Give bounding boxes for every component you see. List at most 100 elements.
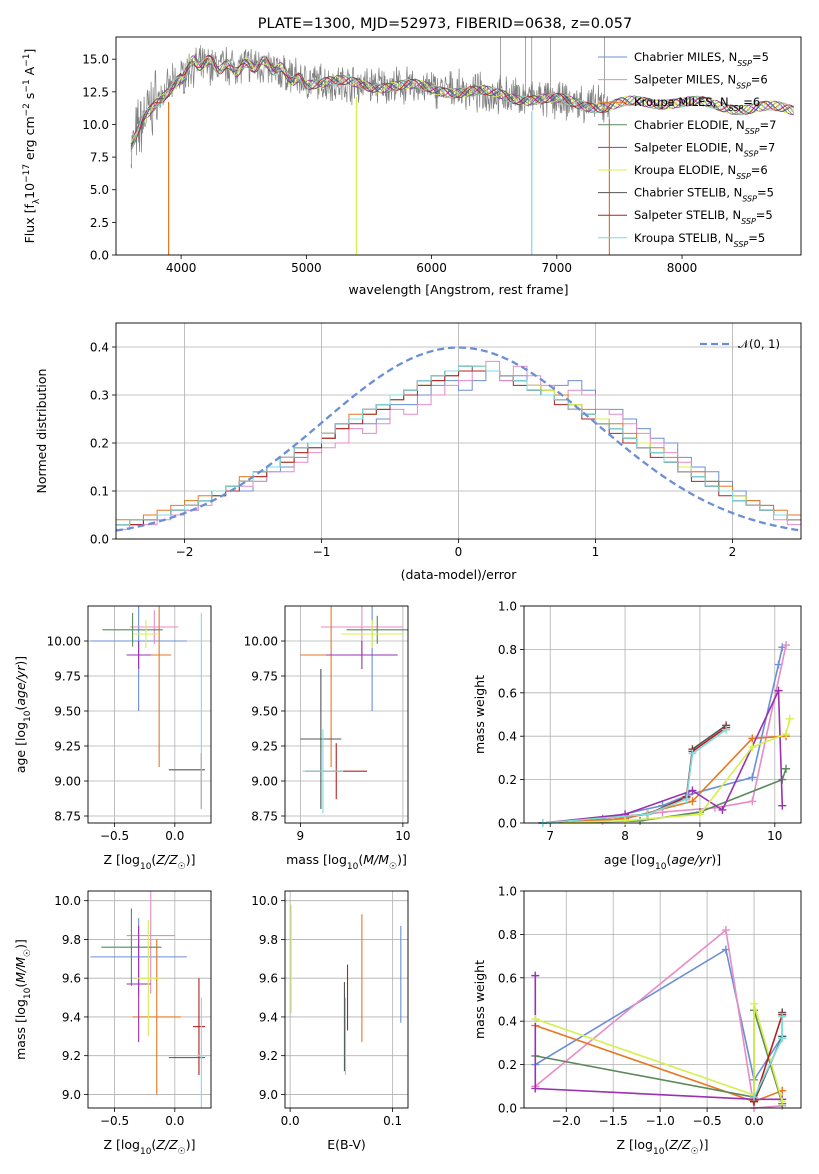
normal-reference-curve [115, 346, 802, 532]
y-tick-label: 0.0 [498, 1102, 517, 1116]
x-tick-label: −1.0 [646, 1114, 675, 1128]
x-tick-label: −1 [313, 545, 331, 559]
x-axis-label: mass [log10(M/M☉)] [286, 852, 407, 872]
legend-label: Salpeter ELODIE, NSSP=7 [634, 140, 775, 158]
data-point-marker [688, 797, 697, 806]
series-line [535, 1003, 783, 1102]
data-point-marker [785, 714, 794, 723]
x-tick-label: 0 [455, 545, 463, 559]
data-point-marker [774, 686, 783, 695]
x-axis-label: Z [log10(Z/Z☉)] [617, 1137, 709, 1157]
spectrum-panel: 4000 5000 6000 7000 8000 0.0 2.5 5.0 7.5 10.0 12.5… [22, 36, 802, 297]
data-point-marker [750, 1093, 759, 1102]
x-tick-label: 0.0 [165, 1114, 184, 1128]
x-tick-label: 4000 [166, 261, 197, 275]
legend-label: Chabrier MILES, NSSP=5 [634, 50, 769, 68]
x-tick-label: 9 [297, 829, 305, 843]
data-point-marker [688, 749, 697, 758]
x-tick-label: 0.1 [383, 1114, 402, 1128]
x-tick-label: 2 [729, 545, 737, 559]
axes-frame [523, 890, 802, 1109]
data-point-marker [778, 1097, 787, 1106]
x-tick-label: −0.5 [100, 1114, 129, 1128]
y-tick-label: 10.0 [54, 894, 81, 908]
y-tick-label: 9.0 [62, 1088, 81, 1102]
legend-label: Kroupa MILES, NSSP=6 [634, 95, 760, 113]
axes-frame [115, 36, 802, 256]
y-tick-label: 10.0 [82, 118, 109, 132]
series-line [534, 928, 783, 1109]
x-tick-label: 7000 [542, 261, 573, 275]
data-point-marker [778, 801, 787, 810]
y-tick-label: 9.50 [54, 705, 81, 719]
x-tick-label: 0.0 [165, 829, 184, 843]
data-point-marker [688, 786, 697, 795]
y-tick-label: 0.8 [498, 928, 517, 942]
model-spectrum-line [130, 55, 795, 153]
residuals-panel: −2 −1 0 1 2 0.0 0.1 0.2 0.3 0.4 𝒩(0, 1) (data-model… [34, 322, 802, 582]
x-tick-label: 6000 [416, 261, 447, 275]
y-tick-label: 12.5 [82, 85, 109, 99]
y-tick-label: 9.4 [62, 1010, 81, 1024]
series-line [542, 647, 784, 824]
y-tick-label: 9.75 [54, 670, 81, 684]
y-tick-label: 0.3 [90, 389, 109, 403]
y-tick-label: 10.00 [47, 635, 81, 649]
x-axis-label: age [log10(age/yr)] [604, 852, 721, 872]
series-line [542, 690, 784, 824]
data-point-marker [748, 797, 757, 806]
y-tick-label: 9.25 [54, 740, 81, 754]
axes-frame [87, 890, 212, 1109]
axes-frame [87, 605, 212, 824]
data-point-marker [750, 999, 759, 1008]
y-tick-label: 9.00 [251, 775, 278, 789]
figure-title: PLATE=1300, MJD=52973, FIBERID=0638, z=0… [258, 16, 632, 32]
y-tick-label: 0.1 [90, 485, 109, 499]
x-tick-label: −0.5 [100, 829, 129, 843]
data-point-marker [722, 725, 731, 734]
x-tick-label: −1.5 [599, 1114, 628, 1128]
y-axis-label: Flux [fλ10−17 erg cm−2 s−1 A−1] [22, 49, 42, 244]
data-point-marker [782, 764, 791, 773]
x-tick-label: 0.0 [281, 1114, 300, 1128]
age-vs-mass-panel: 9 10 8.75 9.00 9.25 9.50 9.75 10.00 mass [log10(… [244, 605, 411, 872]
y-tick-label: 0.4 [498, 730, 517, 744]
y-tick-label: 9.2 [259, 1049, 278, 1063]
y-tick-label: 0.0 [498, 817, 517, 831]
data-point-marker [531, 1015, 540, 1024]
legend-label: Salpeter MILES, NSSP=6 [634, 73, 768, 91]
y-tick-label: 0.0 [90, 533, 109, 547]
x-axis-label: (data-model)/error [401, 567, 518, 582]
y-tick-label: 9.25 [251, 740, 278, 754]
data-point-marker [718, 805, 727, 814]
y-tick-label: 0.8 [498, 643, 517, 657]
y-tick-label: 0.6 [498, 971, 517, 985]
observed-spectrum [130, 45, 610, 169]
y-tick-label: 7.5 [90, 151, 109, 165]
y-tick-label: 9.6 [259, 972, 278, 986]
x-tick-label: −2 [176, 545, 194, 559]
x-tick-label: 1 [592, 545, 600, 559]
data-point-marker [643, 810, 652, 819]
x-tick-label: −2.0 [552, 1114, 581, 1128]
mass-weight-vs-metallicity-panel: −2.0 −1.5 −1.0 −0.5 0.0 0.0 0.2 0.4 0.6 0.8 1.0 Z [… [472, 885, 802, 1157]
axes-frame [284, 890, 409, 1109]
histogram-step [116, 370, 801, 526]
series-line [534, 975, 783, 1101]
y-tick-label: 0.2 [498, 1058, 517, 1072]
axes-frame [523, 605, 802, 824]
axes-frame [115, 322, 802, 540]
x-tick-label: 0.0 [745, 1114, 764, 1128]
y-tick-label: 9.0 [259, 1088, 278, 1102]
y-tick-label: 15.0 [82, 53, 109, 67]
data-point-marker [636, 816, 645, 825]
data-point-marker [782, 730, 791, 739]
x-tick-label: 10 [767, 829, 782, 843]
x-axis-label: E(B-V) [327, 1137, 366, 1152]
y-tick-label: 10.00 [244, 635, 278, 649]
axes-frame [284, 605, 409, 824]
data-point-marker [748, 734, 757, 743]
data-point-marker [682, 795, 691, 804]
y-tick-label: 0.4 [498, 1015, 517, 1029]
